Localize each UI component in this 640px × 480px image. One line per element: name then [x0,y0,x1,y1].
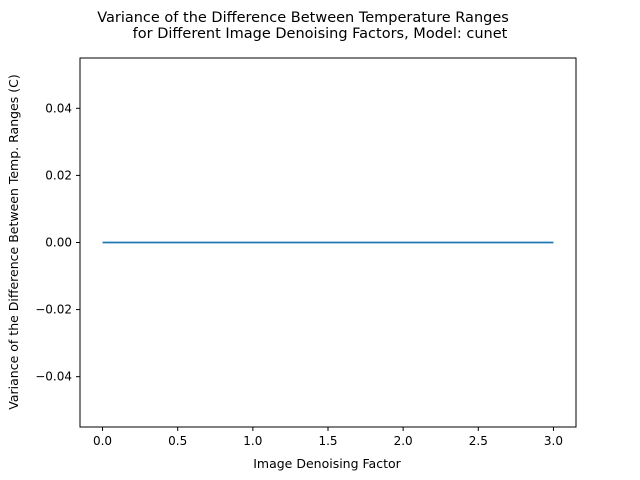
x-tick-label-0: 0.0 [93,434,112,448]
x-tick-label-4: 2.0 [394,434,413,448]
chart-title-line-1: Variance of the Difference Between Tempe… [97,10,509,26]
y-tick-label-0: −0.04 [35,370,72,384]
x-tick-label-6: 3.0 [544,434,563,448]
x-tick-label-3: 1.5 [318,434,337,448]
y-tick-label-4: 0.04 [45,101,72,115]
y-axis-label: Variance of the Difference Between Temp.… [6,74,21,409]
x-axis-label: Image Denoising Factor [253,456,401,471]
x-tick-label-2: 1.0 [243,434,262,448]
x-tick-label-5: 2.5 [469,434,488,448]
y-tick-label-2: 0.00 [45,236,72,250]
y-tick-label-3: 0.02 [45,168,72,182]
chart-title-line-2: for Different Image Denoising Factors, M… [133,26,508,42]
x-tick-label-1: 0.5 [168,434,187,448]
plot-area: 0.0 0.5 1.0 1.5 2.0 2.5 3.0 −0.04 −0.02 0.00 0.02 0… [35,57,577,448]
y-tick-label-1: −0.02 [35,303,72,317]
